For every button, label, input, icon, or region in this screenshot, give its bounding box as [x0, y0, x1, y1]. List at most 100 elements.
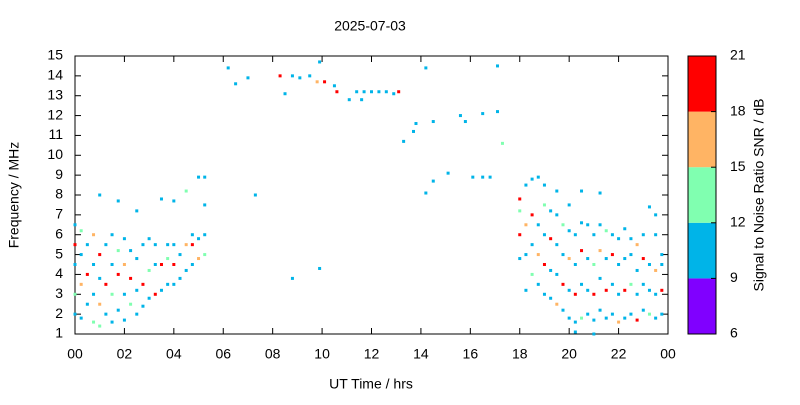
data-point — [203, 233, 207, 237]
data-point — [446, 171, 450, 175]
data-point — [197, 257, 201, 261]
data-point — [92, 320, 96, 324]
data-point — [518, 233, 522, 237]
colorbar-label: Signal to Noise Ratio SNR / dB — [751, 99, 767, 292]
data-point — [246, 76, 250, 80]
data-point — [362, 90, 366, 94]
data-point — [98, 193, 102, 197]
data-point — [629, 312, 633, 316]
data-point — [110, 233, 114, 237]
data-point — [530, 177, 534, 181]
data-point — [424, 191, 428, 195]
data-point — [110, 263, 114, 266]
data-point — [617, 292, 621, 296]
data-point — [159, 197, 163, 201]
y-tick-label: 2 — [55, 305, 63, 321]
data-point — [654, 233, 658, 237]
data-point — [561, 223, 565, 227]
data-point — [172, 263, 176, 266]
data-point — [567, 257, 571, 261]
data-point — [153, 263, 157, 266]
data-point — [377, 90, 381, 94]
data-point — [481, 112, 485, 116]
colorbar-band — [688, 56, 716, 112]
data-point — [641, 282, 645, 286]
data-point — [104, 243, 108, 247]
data-point — [598, 276, 602, 280]
data-point — [463, 120, 467, 124]
data-point — [166, 257, 170, 261]
data-point — [73, 243, 77, 247]
data-point — [518, 257, 522, 261]
data-point — [122, 263, 126, 266]
data-point — [122, 318, 126, 322]
data-point — [629, 253, 633, 257]
data-point — [654, 268, 658, 272]
data-point — [617, 320, 621, 324]
data-point — [116, 249, 120, 253]
data-point — [647, 288, 651, 292]
data-point — [184, 243, 188, 247]
data-point — [147, 268, 151, 272]
data-point — [604, 316, 608, 320]
data-point — [580, 249, 584, 253]
data-point — [414, 122, 418, 126]
data-point — [184, 268, 188, 272]
chart-title: 2025-07-03 — [334, 18, 406, 34]
colorbar-band — [688, 278, 716, 334]
data-point — [542, 292, 546, 296]
data-point — [98, 324, 102, 328]
data-point — [567, 288, 571, 292]
data-point — [323, 80, 327, 84]
data-point — [604, 229, 608, 233]
data-point — [555, 189, 559, 193]
data-point — [197, 175, 201, 179]
data-point — [412, 129, 416, 133]
x-tick-label: 12 — [364, 346, 380, 362]
data-point — [530, 213, 534, 217]
data-point — [135, 288, 139, 292]
data-point — [573, 330, 577, 334]
data-point — [586, 257, 590, 261]
data-point — [431, 120, 435, 124]
colorbar-tick-label: 6 — [730, 325, 738, 341]
data-point — [159, 288, 163, 292]
data-point — [226, 66, 230, 70]
data-point — [536, 223, 540, 227]
data-point — [98, 276, 102, 280]
y-tick-label: 14 — [47, 67, 63, 83]
data-point — [580, 221, 584, 225]
data-point — [458, 114, 462, 118]
data-point — [424, 66, 428, 70]
data-point — [166, 282, 170, 286]
data-point — [203, 203, 207, 207]
data-point — [524, 253, 528, 257]
data-point — [172, 199, 176, 203]
data-point — [641, 308, 645, 312]
data-point — [129, 249, 133, 253]
data-point — [573, 320, 577, 324]
data-point — [135, 257, 139, 261]
y-tick-label: 4 — [55, 265, 63, 281]
data-point — [298, 76, 302, 80]
data-point — [573, 263, 577, 266]
data-point — [654, 292, 658, 296]
data-point — [496, 110, 500, 114]
data-point — [561, 308, 565, 312]
y-tick-label: 13 — [47, 86, 63, 102]
data-point — [617, 263, 621, 266]
y-tick-label: 5 — [55, 245, 63, 261]
data-point — [580, 282, 584, 286]
data-point — [402, 139, 406, 143]
data-point — [647, 205, 651, 209]
data-point — [580, 316, 584, 320]
data-point — [567, 316, 571, 320]
data-point — [524, 223, 528, 227]
data-point — [184, 189, 188, 193]
data-point — [598, 223, 602, 227]
data-point — [524, 288, 528, 292]
y-tick-label: 1 — [55, 325, 63, 341]
data-point — [73, 223, 77, 227]
data-point — [197, 237, 201, 241]
